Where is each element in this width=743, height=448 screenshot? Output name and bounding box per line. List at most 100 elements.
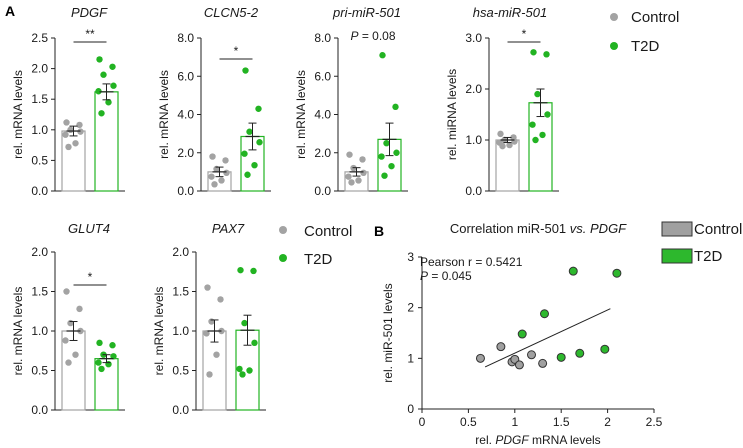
chart-title: GLUT4 (68, 221, 110, 236)
data-point (346, 151, 353, 158)
bar-chart-2: pri-miR-501 0.0 2.0 4.0 6.0 8.0 rel. mRNA leve… (294, 5, 408, 198)
x-tick-label: 0 (419, 415, 426, 429)
scatter-point-t2d (539, 309, 549, 319)
legend-a-t2d-label: T2D (631, 38, 660, 55)
legend-a-control-marker (610, 13, 618, 21)
bar-chart-0: PDGF 0.0 0.5 1.0 1.5 2.0 2.5 rel. mRNA levels ** (11, 5, 125, 198)
y-tick-label: 4.0 (177, 108, 194, 122)
y-tick-label: 3 (407, 250, 414, 264)
data-point (96, 56, 103, 63)
data-point (345, 173, 352, 180)
data-point (392, 103, 399, 111)
data-point (251, 161, 258, 169)
legend-b-control-label: Control (694, 221, 742, 238)
data-point (241, 319, 248, 327)
data-point (63, 119, 70, 126)
y-axis-label: rel. miR-501 levels (381, 283, 395, 382)
y-tick-label: 2.5 (31, 31, 48, 45)
legend-a-t2d-marker (610, 42, 618, 50)
y-tick-label: 0.0 (31, 184, 48, 198)
data-point (109, 342, 116, 349)
y-tick-label: 2.0 (314, 146, 331, 160)
data-point (98, 365, 105, 373)
y-tick-label: 0.5 (172, 364, 189, 378)
data-point (98, 110, 105, 117)
y-tick-label: 1 (407, 351, 414, 365)
y-tick-label: 0.5 (31, 153, 48, 167)
y-tick-label: 0.0 (465, 184, 482, 198)
data-point (239, 371, 246, 378)
x-tick-label: 1 (511, 415, 518, 429)
data-point (63, 288, 70, 295)
y-tick-label: 1.0 (31, 123, 48, 137)
data-point (544, 111, 551, 118)
data-point (393, 149, 400, 156)
y-tick-label: 1.0 (465, 133, 482, 147)
y-axis-label: rel. miRNA levels (445, 69, 459, 160)
y-tick-label: 2.0 (177, 146, 194, 160)
data-point (378, 153, 385, 160)
scatter-title: Correlation miR-501 vs. PDGF (450, 221, 627, 236)
y-tick-label: 8.0 (314, 31, 331, 45)
data-point (67, 319, 74, 327)
y-tick-label: 1.5 (31, 285, 48, 299)
data-point (250, 267, 257, 275)
legend-b: Control T2D (661, 221, 742, 265)
chart-title: PDGF (71, 5, 108, 20)
legend-b-control-swatch (661, 221, 693, 237)
data-point (110, 353, 117, 360)
bar-chart-1: CLCN5-2 0.0 2.0 4.0 6.0 8.0 rel. mRNA levels * (157, 5, 271, 198)
significance-label: * (234, 44, 239, 58)
scatter-point-control (496, 342, 506, 352)
scatter-point-control (514, 360, 524, 370)
legend-a: Control T2D (610, 9, 679, 55)
regression-line (484, 308, 611, 368)
significance-label: P = 0.08 (350, 29, 395, 43)
data-point (76, 305, 83, 313)
data-point (236, 365, 243, 373)
y-tick-label: 0.0 (177, 184, 194, 198)
legend-a-control-label: Control (631, 9, 679, 26)
data-point (543, 51, 550, 58)
y-tick-label: 0 (407, 402, 414, 416)
bar-t2d (94, 91, 119, 192)
legend-a2-t2d-marker (279, 254, 287, 262)
significance-label: ** (85, 27, 95, 41)
bar-chart-4: GLUT4 0.0 0.5 1.0 1.5 2.0 rel. mRNA levels * (11, 221, 125, 417)
data-point (217, 296, 224, 303)
scatter-point-t2d (556, 352, 566, 362)
data-point (96, 339, 103, 347)
y-tick-label: 0.0 (31, 403, 48, 417)
x-tick-label: 2.5 (646, 415, 663, 429)
data-point (222, 157, 229, 164)
data-point (76, 121, 83, 129)
data-point (213, 351, 220, 358)
scatter-point-t2d (600, 344, 610, 354)
data-point (211, 181, 218, 188)
data-point (100, 71, 107, 78)
y-tick-label: 2.0 (31, 245, 48, 259)
data-point (256, 139, 263, 146)
scatter-point-control (527, 350, 537, 360)
data-point (534, 90, 541, 98)
y-axis-label: rel. mRNA levels (157, 70, 171, 159)
data-point (72, 351, 79, 358)
data-point (379, 52, 386, 59)
data-point (109, 63, 116, 70)
data-point (110, 82, 117, 89)
y-tick-label: 6.0 (177, 69, 194, 83)
chart-title: CLCN5-2 (204, 5, 259, 20)
data-point (62, 337, 69, 344)
bar-chart-3: hsa-miR-501 0.0 1.0 2.0 3.0 rel. miRNA levels… (445, 5, 559, 198)
scatter-point-control (475, 353, 485, 363)
data-point (204, 284, 211, 291)
data-point (67, 126, 74, 133)
y-axis-label: rel. mRNA levels (294, 70, 308, 159)
data-point (62, 131, 69, 138)
data-point (529, 121, 536, 128)
data-point (241, 150, 248, 157)
bar-control (495, 139, 520, 192)
significance-label: * (88, 270, 93, 284)
data-point (203, 330, 210, 337)
data-point (95, 88, 102, 95)
